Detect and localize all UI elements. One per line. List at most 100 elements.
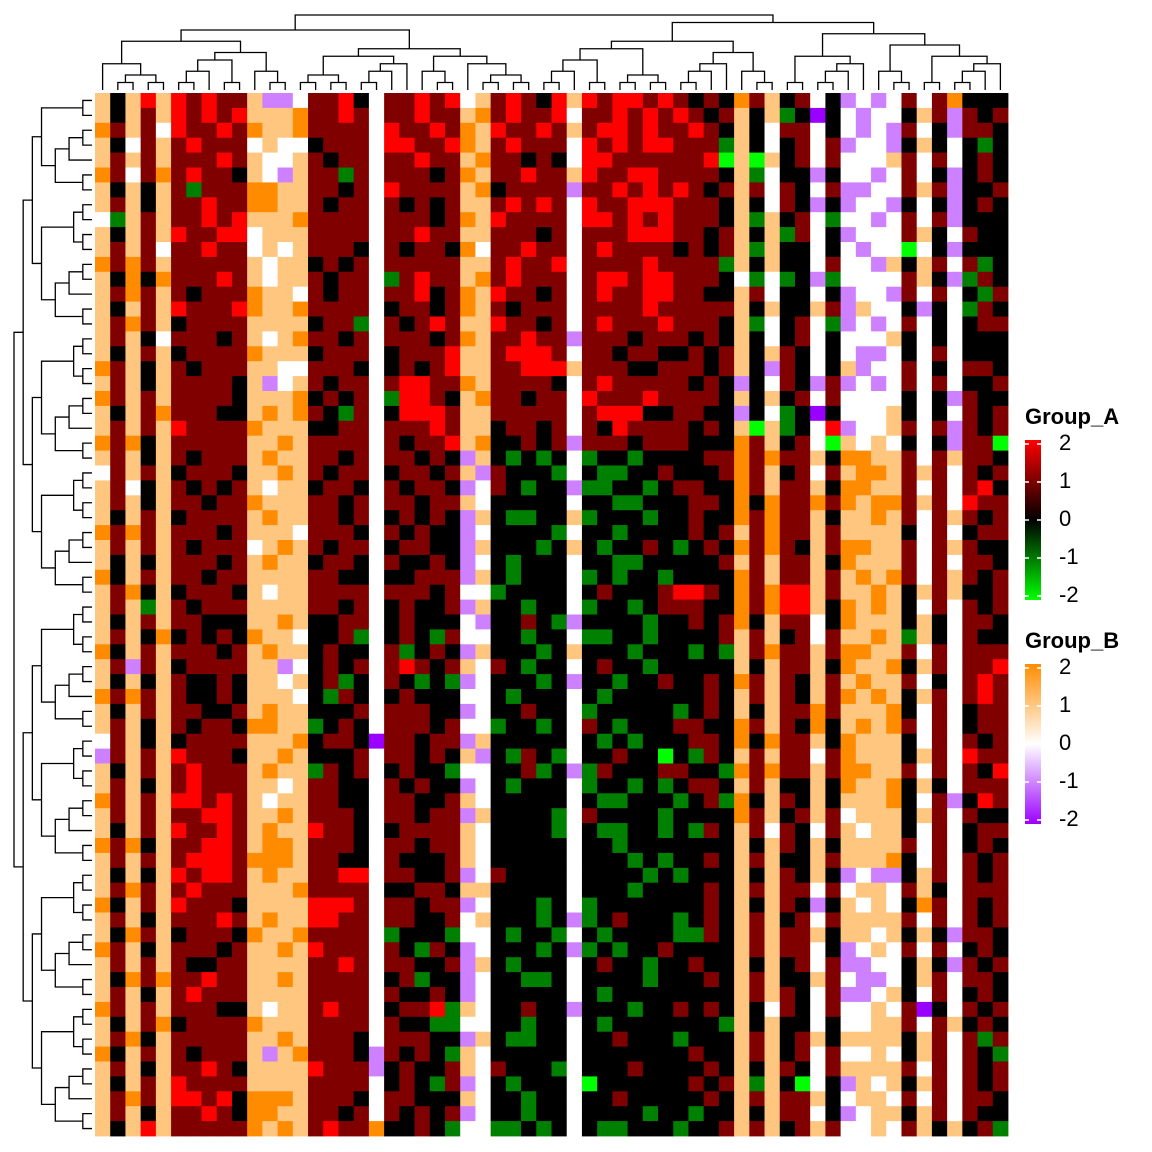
heatmap-cell [201,733,218,749]
heatmap-cell [947,152,963,168]
heatmap-cell [581,1106,598,1122]
heatmap-cell [855,405,872,422]
heatmap-cell [399,629,415,645]
heatmap-cell [931,912,948,928]
heatmap-cell [171,435,187,451]
heatmap-cell [581,763,598,779]
heatmap-cell [110,256,126,273]
heatmap-cell [490,152,507,168]
heatmap-cell [460,1076,476,1092]
heatmap-cell [490,748,507,764]
heatmap-cell [536,748,552,764]
heatmap-cell [536,227,552,243]
heatmap-cell [155,376,172,392]
heatmap-cell [977,703,994,720]
column-dendrogram-link [180,29,410,49]
heatmap-cell [323,718,339,735]
heatmap-cell [521,227,537,243]
heatmap-cell [201,1046,218,1062]
heatmap-cell [992,242,1009,258]
heatmap-cell [338,301,355,317]
heatmap-cell [658,674,674,690]
heatmap-cell [871,644,887,660]
heatmap-cell [353,346,370,362]
heatmap-cell [962,838,978,854]
heatmap-cell [566,852,583,869]
heatmap-cell [794,1121,811,1137]
heatmap-cell [384,1106,400,1122]
heatmap-cell [931,405,948,422]
heatmap-cell [566,1061,583,1077]
heatmap-cell [962,554,978,571]
heatmap-cell [718,689,735,705]
column-dendrogram-link [588,81,606,90]
heatmap-cell [231,152,248,168]
heatmap-cell [855,331,872,347]
heatmap-cell [490,778,507,794]
heatmap-cell [444,718,461,735]
heatmap-cell [353,167,370,183]
heatmap-cell [916,718,933,735]
heatmap-cell [292,763,309,779]
heatmap-cell [368,152,385,168]
heatmap-cell [566,897,583,913]
heatmap-cell [95,167,111,183]
heatmap-cell [688,838,705,854]
heatmap-cell [855,316,872,332]
heatmap-cell [901,644,918,660]
heatmap-cell [825,703,842,720]
heatmap-cell [353,480,370,496]
heatmap-cell [718,718,735,735]
heatmap-cell [977,450,994,466]
heatmap-cell [292,718,309,735]
heatmap-cell [140,703,157,720]
heatmap-cell [292,599,309,615]
heatmap-cell [840,808,857,824]
heatmap-cell [216,93,233,109]
heatmap-cell [931,748,948,764]
heatmap-cell [201,286,218,302]
heatmap-cell [171,823,187,839]
heatmap-cell [201,718,218,735]
heatmap-cell [414,1046,431,1062]
heatmap-cell [247,271,263,288]
heatmap-cell [779,882,796,898]
heatmap-cell [749,316,765,332]
heatmap-cell [840,689,857,705]
heatmap-cell [490,391,507,407]
heatmap-cell [718,823,735,839]
heatmap-cell [794,554,811,571]
heatmap-cell [216,152,233,168]
heatmap-cell [734,912,750,928]
heatmap-cell [125,703,142,720]
heatmap-cell [231,122,248,139]
heatmap-cell [673,376,689,392]
heatmap-cell [703,525,720,541]
heatmap-cell [825,554,842,571]
heatmap-cell [566,823,583,839]
heatmap-cell [840,361,857,377]
heatmap-cell [749,286,765,302]
heatmap-cell [855,510,872,526]
heatmap-cell [551,525,568,541]
heatmap-cell [216,689,233,705]
heatmap-cell [581,554,598,571]
row-dendrogram-link [72,882,83,914]
heatmap-cell [886,256,902,273]
row-dendrogram-link [72,1016,83,1048]
heatmap-cell [749,465,765,481]
heatmap-cell [581,778,598,794]
heatmap-cell [749,1001,765,1018]
heatmap-cell [703,197,720,213]
heatmap-cell [460,912,476,928]
heatmap-cell [886,197,902,213]
heatmap-cell [901,301,918,317]
heatmap-cell [308,852,324,869]
heatmap-cell [308,927,324,943]
heatmap-cell [551,197,568,213]
heatmap-cell [703,882,720,898]
heatmap-cell [155,808,172,824]
heatmap-cell [794,495,811,511]
heatmap-cell [916,346,933,362]
heatmap-cell [490,852,507,869]
